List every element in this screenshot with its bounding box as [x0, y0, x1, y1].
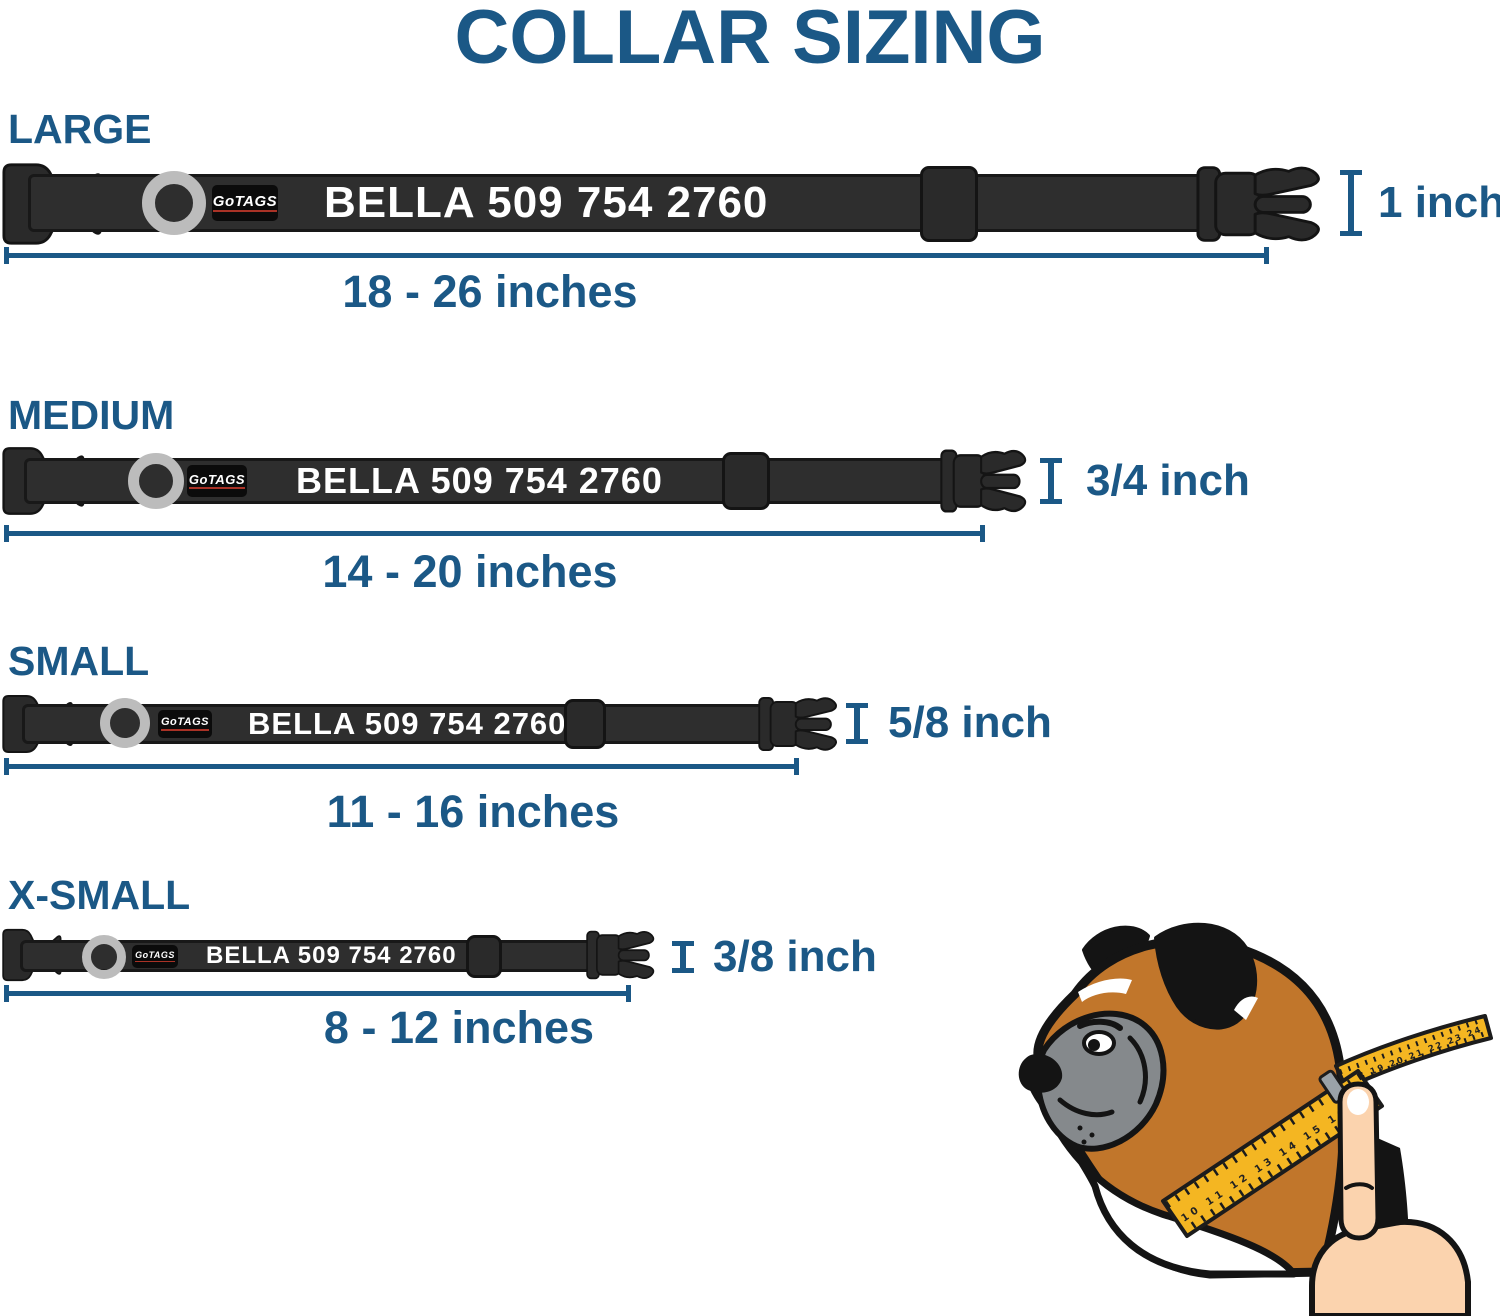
dog-ear-highlight [1234, 996, 1258, 1020]
length-label: 11 - 16 inches [326, 786, 620, 837]
brand-patch: GoTAGS [132, 945, 178, 968]
size-label: LARGE [8, 106, 152, 152]
brand-label: GoTAGS [212, 193, 278, 212]
length-measure-line [4, 758, 799, 775]
size-label: SMALL [8, 638, 150, 684]
dog-blaze [1078, 978, 1132, 1002]
length-label: 8 - 12 inches [323, 1002, 595, 1053]
collar-graphic-small: GoTAGS BELLA 509 754 2760 [2, 694, 848, 754]
personalized-text: BELLA 509 754 2760 [248, 706, 567, 741]
buckle-male-icon [758, 697, 837, 751]
hand-holding-tape [1309, 1081, 1471, 1316]
width-label: 3/4 inch [1086, 456, 1250, 505]
personalized-text: BELLA 509 754 2760 [206, 942, 457, 969]
d-ring-icon [82, 935, 126, 979]
width-gauge-icon [672, 941, 694, 973]
buckle-male-icon [1196, 166, 1320, 242]
hand-palm [1309, 1218, 1471, 1316]
d-ring-icon [128, 453, 184, 509]
personalized-text: BELLA 509 754 2760 [296, 460, 663, 501]
brand-label: GoTAGS [135, 950, 175, 962]
tri-glide-slider-icon [920, 166, 978, 242]
width-label: 5/8 inch [888, 698, 1052, 747]
length-measure-line [4, 525, 985, 542]
width-gauge-icon [1040, 458, 1062, 504]
collar-graphic-large: GoTAGS BELLA 509 754 2760 [2, 162, 1334, 246]
tri-glide-slider-icon [466, 935, 502, 978]
dog-chest [1038, 1094, 1298, 1278]
length-label: 14 - 20 inches [322, 546, 618, 597]
brand-patch: GoTAGS [187, 465, 247, 497]
brand-label: GoTAGS [188, 472, 246, 489]
dog-muzzle-fold [1127, 1035, 1148, 1105]
length-label: 18 - 26 inches [342, 266, 638, 317]
brand-patch: GoTAGS [212, 185, 278, 221]
brand-label: GoTAGS [160, 717, 209, 731]
dog-neck-measuring-illustration: 18 19 20 21 22 23 24 10 11 12 13 14 15 1… [1018, 922, 1493, 1316]
width-gauge-icon [846, 703, 868, 744]
length-measure-line [4, 985, 631, 1002]
width-label: 1 inch [1378, 178, 1500, 227]
width-label: 3/8 inch [713, 932, 877, 981]
brand-patch: GoTAGS [158, 710, 212, 738]
dog-pupil-icon [1088, 1039, 1100, 1051]
buckle-male-icon [586, 930, 655, 980]
collar-graphic-medium: GoTAGS BELLA 509 754 2760 [2, 446, 1036, 516]
index-finger [1337, 1081, 1381, 1241]
dog-brow-line [1077, 1018, 1123, 1031]
dog-front-ear-icon [1154, 922, 1258, 1030]
collar-graphic-xsmall: GoTAGS BELLA 509 754 2760 [2, 928, 678, 982]
dog-nose-icon [1018, 1054, 1063, 1093]
tri-glide-slider-icon [564, 699, 606, 749]
width-gauge-icon [1340, 170, 1362, 236]
fingernail [1347, 1089, 1369, 1115]
knuckle-crease [1344, 1182, 1374, 1190]
length-measure-line [4, 247, 1269, 264]
d-ring-icon [142, 171, 206, 235]
size-label: MEDIUM [8, 392, 175, 438]
dog-mouth-line [1057, 1097, 1115, 1118]
d-ring-icon [100, 698, 150, 748]
size-label: X-SMALL [8, 872, 191, 918]
buckle-male-icon [940, 449, 1027, 513]
tri-glide-slider-icon [722, 452, 770, 510]
page-title: COLLAR SIZING [454, 0, 1046, 80]
personalized-text: BELLA 509 754 2760 [324, 178, 769, 227]
